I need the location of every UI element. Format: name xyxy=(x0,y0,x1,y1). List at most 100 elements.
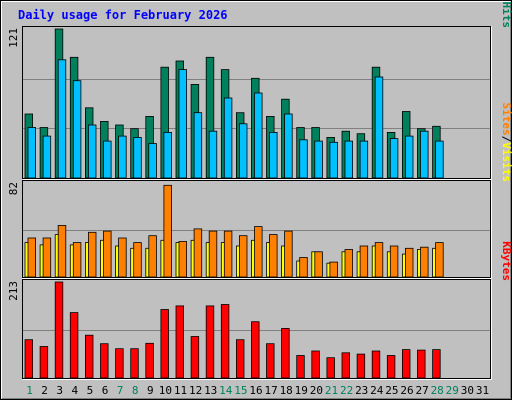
bar-pages-files-hits-12 xyxy=(193,112,203,179)
bar-sites-visits-15 xyxy=(238,235,248,278)
panel-legend: KBytes xyxy=(500,241,512,281)
bar-pages-files-hits-27 xyxy=(420,130,429,179)
day-label-24: 24 xyxy=(370,384,384,397)
bar-sites-visits-19 xyxy=(299,257,308,278)
panel-pages-files-hits: 121 Pages/Files/Hits xyxy=(7,0,512,180)
bar-pages-files-hits-5 xyxy=(88,124,97,179)
legend-item: KBytes xyxy=(500,241,512,281)
bar-pages-files-hits-13 xyxy=(208,130,218,179)
legend-item: Sites xyxy=(500,103,512,136)
bar-sites-visits-26 xyxy=(404,247,414,278)
day-label-21: 21 xyxy=(325,384,338,397)
bar-kbytes-3 xyxy=(54,281,64,379)
bar-kbytes-6 xyxy=(100,343,109,379)
day-label-3: 3 xyxy=(56,384,63,397)
bar-sites-visits-5 xyxy=(88,231,97,278)
day-label-6: 6 xyxy=(102,384,109,397)
bar-kbytes-13 xyxy=(205,305,215,379)
day-label-10: 10 xyxy=(159,384,172,397)
day-label-12: 12 xyxy=(189,384,202,397)
bar-kbytes-25 xyxy=(386,355,396,379)
panel-border xyxy=(22,279,491,379)
bar-sites-visits-18 xyxy=(284,230,293,278)
bar-sites-visits-25 xyxy=(389,245,399,278)
day-label-22: 22 xyxy=(340,384,353,397)
bar-pages-files-hits-14 xyxy=(223,97,233,179)
panel-kbytes: 213 KBytes xyxy=(7,241,512,380)
bar-kbytes-7 xyxy=(115,348,124,379)
bar-pages-files-hits-20 xyxy=(314,140,323,179)
bar-sites-visits-4 xyxy=(72,242,82,278)
bar-pages-files-hits-26 xyxy=(404,135,414,179)
day-label-8: 8 xyxy=(132,384,139,397)
legend-item: Visits xyxy=(500,142,512,182)
legend-item: / xyxy=(500,0,512,2)
day-label-23: 23 xyxy=(355,384,368,397)
panel-border xyxy=(22,180,491,278)
bar-sites-visits-2 xyxy=(42,237,52,278)
day-label-26: 26 xyxy=(400,384,413,397)
day-label-1: 1 xyxy=(26,384,33,397)
day-label-31: 31 xyxy=(476,384,489,397)
day-label-4: 4 xyxy=(71,384,78,397)
bar-pages-files-hits-19 xyxy=(299,139,308,179)
bar-kbytes-21 xyxy=(326,357,335,379)
bar-pages-files-hits-15 xyxy=(238,123,248,179)
bar-sites-visits-17 xyxy=(269,234,278,278)
bar-pages-files-hits-4 xyxy=(72,80,82,179)
bar-kbytes-1 xyxy=(24,339,33,379)
day-label-14: 14 xyxy=(219,384,233,397)
chart-title: Daily usage for February 2026 xyxy=(18,8,228,22)
bar-sites-visits-24 xyxy=(374,242,384,278)
chart-panels: 121Pages/Files/Hits82Sites/Visits213KByt… xyxy=(7,0,512,380)
bar-pages-files-hits-25 xyxy=(389,138,399,179)
bar-sites-visits-9 xyxy=(148,235,157,278)
bar-sites-visits-14 xyxy=(223,230,233,278)
bar-kbytes-5 xyxy=(85,334,94,379)
bar-pages-files-hits-24 xyxy=(374,76,384,179)
day-label-19: 19 xyxy=(295,384,308,397)
bar-pages-files-hits-9 xyxy=(148,143,157,179)
bar-kbytes-26 xyxy=(401,349,411,379)
bar-pages-files-hits-3 xyxy=(57,59,67,179)
bar-kbytes-17 xyxy=(266,343,275,379)
bar-sites-visits-7 xyxy=(118,237,127,278)
bar-kbytes-18 xyxy=(281,327,290,379)
day-label-30: 30 xyxy=(461,384,474,397)
max-value-label: 121 xyxy=(7,28,20,48)
bar-pages-files-hits-11 xyxy=(178,69,187,179)
max-value-label: 82 xyxy=(7,182,20,195)
day-label-28: 28 xyxy=(431,384,444,397)
bar-pages-files-hits-8 xyxy=(133,136,142,179)
bar-sites-visits-23 xyxy=(359,245,369,278)
day-label-13: 13 xyxy=(204,384,217,397)
day-label-20: 20 xyxy=(310,384,323,397)
bar-pages-files-hits-17 xyxy=(269,131,278,179)
bar-sites-visits-13 xyxy=(208,230,218,278)
bar-sites-visits-3 xyxy=(57,224,67,278)
bar-kbytes-14 xyxy=(220,304,230,379)
panel-legend: Sites/Visits xyxy=(500,103,512,183)
bar-kbytes-15 xyxy=(235,339,245,379)
bar-kbytes-4 xyxy=(69,312,79,379)
day-label-5: 5 xyxy=(87,384,94,397)
bar-sites-visits-1 xyxy=(27,237,36,278)
bar-pages-files-hits-21 xyxy=(329,141,338,179)
bar-kbytes-16 xyxy=(251,321,260,379)
bar-kbytes-28 xyxy=(432,349,441,379)
bar-sites-visits-16 xyxy=(254,226,263,278)
day-label-25: 25 xyxy=(385,384,398,397)
bar-pages-files-hits-7 xyxy=(118,135,127,179)
bar-kbytes-10 xyxy=(160,309,169,379)
day-label-16: 16 xyxy=(249,384,262,397)
panel-border xyxy=(22,26,491,179)
bar-sites-visits-20 xyxy=(314,251,323,278)
legend-item: / xyxy=(500,136,512,143)
panel-sites-visits: 82 Sites/Visits xyxy=(7,103,512,279)
bar-kbytes-8 xyxy=(130,348,139,379)
day-label-29: 29 xyxy=(446,384,459,397)
day-label-9: 9 xyxy=(147,384,154,397)
bar-sites-visits-27 xyxy=(420,246,429,278)
